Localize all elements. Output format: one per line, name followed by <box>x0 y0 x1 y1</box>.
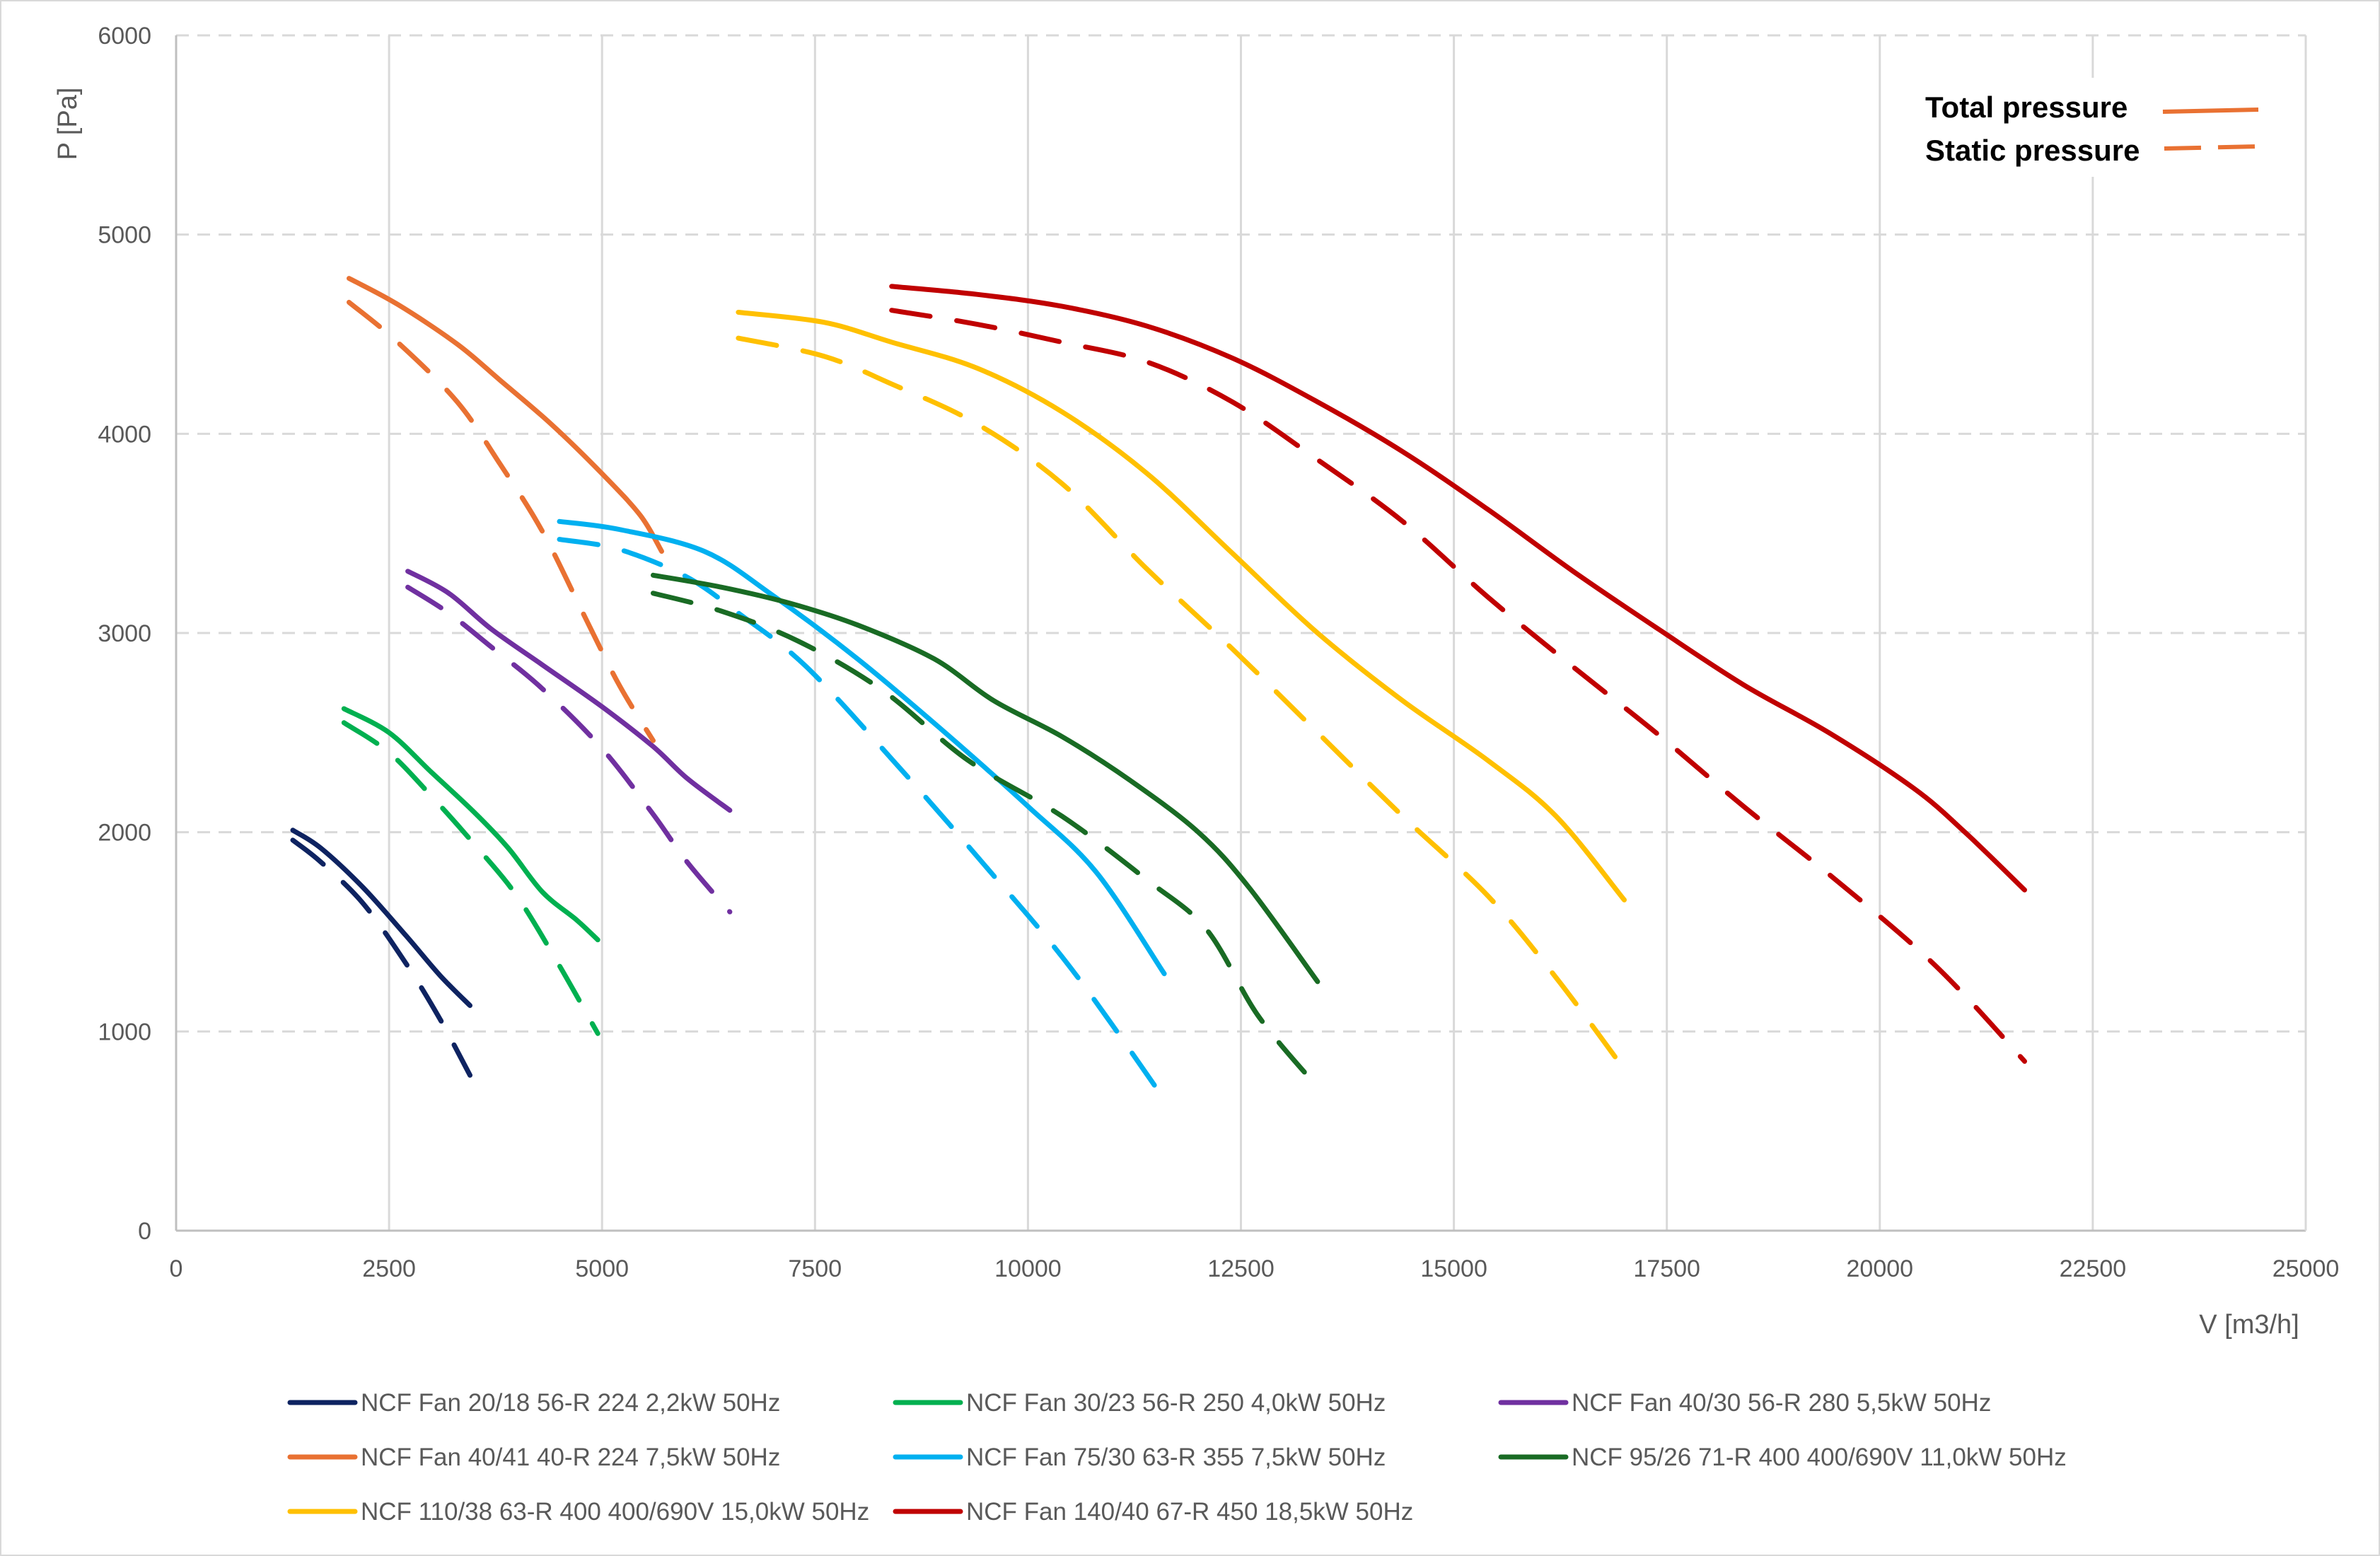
legend-item[interactable]: NCF Fan 30/23 56-R 250 4,0kW 50Hz <box>893 1389 1386 1417</box>
legend-label: NCF Fan 40/41 40-R 224 7,5kW 50Hz <box>361 1444 780 1471</box>
series-lines <box>290 276 2027 1102</box>
legend-label: NCF 95/26 71-R 400 400/690V 11,0kW 50Hz <box>1572 1444 2067 1471</box>
pressure-legend-background <box>1903 78 2285 177</box>
y-tick-label: 0 <box>138 1218 151 1245</box>
series-group <box>736 310 1627 1072</box>
series-legend: NCF Fan 20/18 56-R 224 2,2kW 50Hz NCF Fan… <box>287 1389 2067 1526</box>
legend-total-pressure-line <box>2162 108 2259 114</box>
total-pressure-line <box>290 828 472 1009</box>
legend-item[interactable]: NCF 110/38 63-R 400 400/690V 15,0kW 50Hz <box>287 1498 869 1526</box>
legend-label: NCF 110/38 63-R 400 400/690V 15,0kW 50Hz <box>361 1498 869 1526</box>
x-tick-label: 7500 <box>788 1255 842 1282</box>
x-tick-label: 12500 <box>1207 1255 1275 1282</box>
tick-labels: 0 2500 5000 7500 10000 12500 15000 17500 20000 22… <box>98 23 2339 1282</box>
static-pressure-line <box>651 591 1320 1090</box>
static-pressure-line <box>341 720 600 1036</box>
x-tick-label: 17500 <box>1633 1255 1700 1282</box>
x-tick-label: 20000 <box>1847 1255 1914 1282</box>
total-pressure-line <box>557 518 1167 977</box>
x-tick-label: 15000 <box>1420 1255 1487 1282</box>
legend-static-pressure-label: Static pressure <box>1925 134 2140 167</box>
legend-label: NCF Fan 75/30 63-R 355 7,5kW 50Hz <box>966 1444 1386 1471</box>
y-tick-label: 2000 <box>98 820 151 847</box>
static-pressure-line <box>347 299 656 743</box>
x-axis-title: V [m3/h] <box>2199 1310 2299 1340</box>
x-tick-label: 22500 <box>2060 1255 2127 1282</box>
y-tick-label: 4000 <box>98 421 151 448</box>
legend-label: NCF Fan 140/40 67-R 450 18,5kW 50Hz <box>966 1498 1413 1526</box>
series-group <box>651 572 1320 1090</box>
legend-item[interactable]: NCF 95/26 71-R 400 400/690V 11,0kW 50Hz <box>1498 1444 2067 1471</box>
total-pressure-line <box>736 310 1627 902</box>
static-pressure-line <box>889 308 2027 1064</box>
pressure-type-legend: Total pressure Static pressure <box>1903 78 2285 177</box>
total-pressure-line <box>341 706 600 943</box>
legend-item[interactable]: NCF Fan 40/41 40-R 224 7,5kW 50Hz <box>287 1444 780 1471</box>
legend-item[interactable]: NCF Fan 20/18 56-R 224 2,2kW 50Hz <box>287 1389 780 1417</box>
y-tick-label: 5000 <box>98 222 151 249</box>
y-axis-title: P [Pa] <box>53 88 83 161</box>
total-pressure-line <box>651 572 1320 985</box>
x-tick-label: 25000 <box>2272 1255 2340 1282</box>
series-group <box>347 276 664 743</box>
static-pressure-line <box>405 584 733 915</box>
series-group <box>405 569 733 915</box>
static-pressure-line <box>557 537 1167 1102</box>
legend-label: NCF Fan 40/30 56-R 280 5,5kW 50Hz <box>1572 1389 1991 1417</box>
axes <box>175 35 2307 1232</box>
legend-label: NCF Fan 30/23 56-R 250 4,0kW 50Hz <box>966 1389 1386 1417</box>
series-group <box>290 828 472 1078</box>
legend-label: NCF Fan 20/18 56-R 224 2,2kW 50Hz <box>361 1389 780 1417</box>
legend-static-pressure-line <box>2164 144 2259 151</box>
series-group <box>889 284 2027 1064</box>
total-pressure-line <box>405 569 733 813</box>
y-tick-label: 3000 <box>98 620 151 647</box>
legend-item[interactable]: NCF Fan 40/30 56-R 280 5,5kW 50Hz <box>1498 1389 1991 1417</box>
y-tick-label: 6000 <box>98 23 151 50</box>
series-group <box>557 518 1167 1102</box>
legend-item[interactable]: NCF Fan 75/30 63-R 355 7,5kW 50Hz <box>893 1444 1386 1471</box>
total-pressure-line <box>889 284 2027 893</box>
static-pressure-line <box>736 335 1627 1072</box>
legend-total-pressure-label: Total pressure <box>1925 91 2128 124</box>
legend-item[interactable]: NCF Fan 140/40 67-R 450 18,5kW 50Hz <box>893 1498 1413 1526</box>
y-tick-label: 1000 <box>98 1018 151 1045</box>
x-tick-label: 2500 <box>362 1255 416 1282</box>
x-tick-label: 10000 <box>994 1255 1062 1282</box>
static-pressure-line <box>290 837 472 1078</box>
series-group <box>341 706 600 1036</box>
x-tick-label: 5000 <box>575 1255 629 1282</box>
total-pressure-line <box>347 276 664 554</box>
x-tick-label: 0 <box>170 1255 183 1282</box>
